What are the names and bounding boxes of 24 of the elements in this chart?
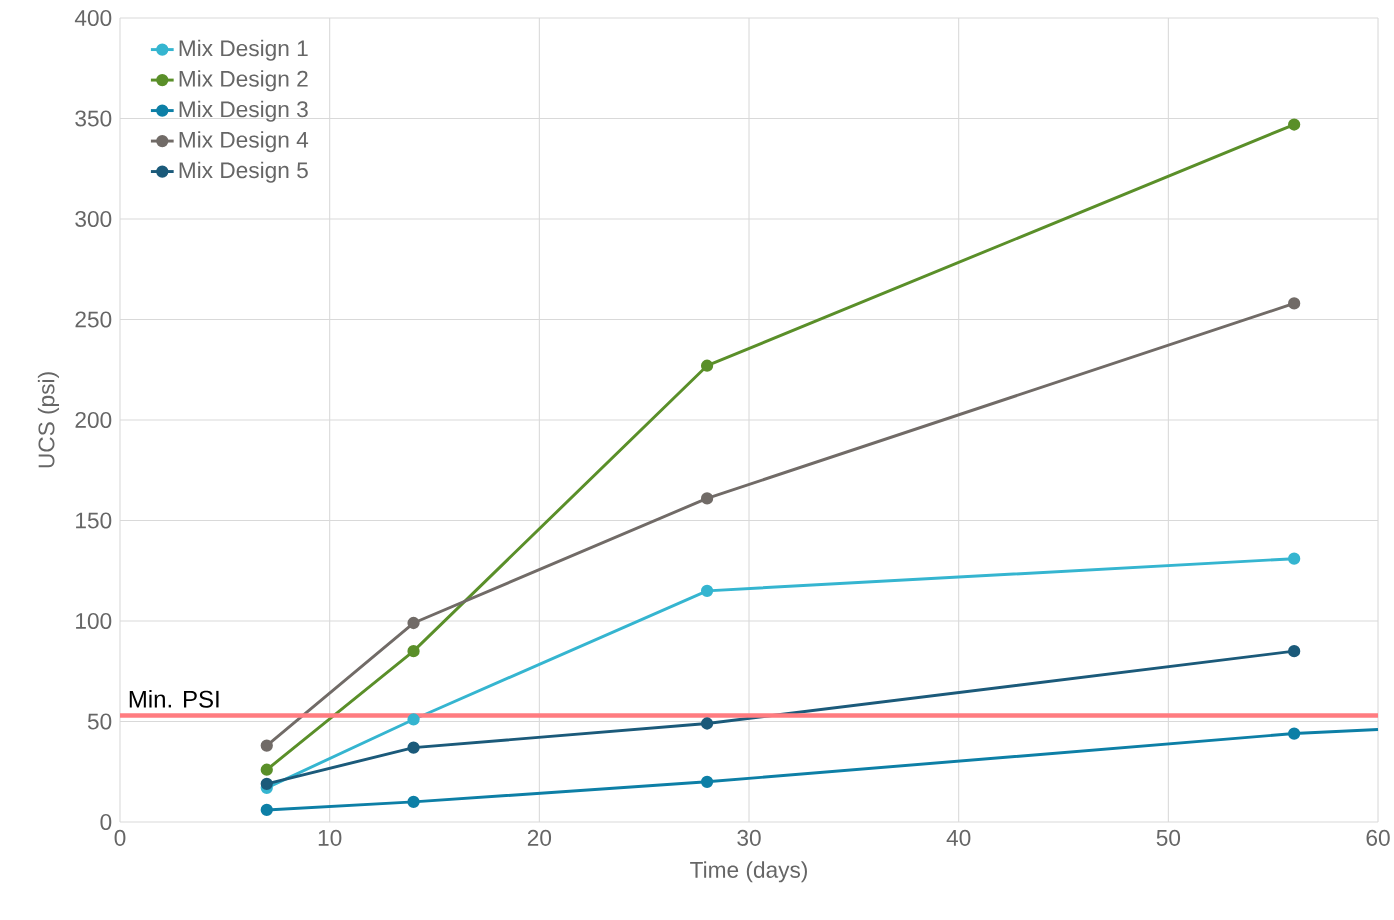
- legend-label: Mix Design 1: [179, 39, 308, 61]
- y-tick-label: 0: [100, 813, 112, 831]
- y-tick-label: 250: [75, 311, 112, 328]
- y-tick-label: 300: [75, 210, 112, 228]
- x-tick-label: 30: [737, 829, 761, 846]
- x-tick-label: 10: [318, 829, 342, 846]
- y-tick-label: 400: [74, 9, 112, 27]
- y-tick-label: 350: [75, 110, 112, 127]
- x-tick-label: 60: [1366, 829, 1390, 846]
- legend-label: Mix Design 2: [179, 70, 308, 92]
- ref-line-label: Min. PSI: [129, 690, 219, 708]
- y-tick-label: 50: [87, 713, 112, 730]
- legend-label: Mix Design 5: [179, 161, 308, 183]
- legend-label: Mix Design 3: [179, 100, 308, 122]
- x-axis-title: Time (days): [690, 861, 807, 883]
- y-axis-title: UCS (psi): [37, 372, 59, 468]
- x-tick-label: 0: [114, 829, 126, 846]
- x-tick-label: 50: [1156, 829, 1181, 846]
- legend-label: Mix Design 4: [179, 131, 309, 153]
- x-tick-label: 40: [946, 829, 971, 846]
- y-tick-label: 100: [76, 612, 112, 630]
- x-tick-label: 20: [527, 829, 552, 846]
- y-tick-label: 200: [75, 411, 112, 429]
- y-tick-label: 150: [76, 512, 112, 529]
